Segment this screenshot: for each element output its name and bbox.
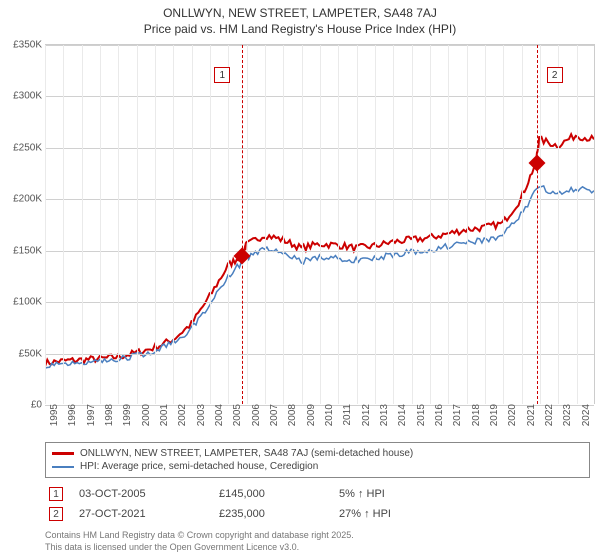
gridline-v [448,45,449,404]
callout-price: £235,000 [215,504,335,524]
gridline-v [265,45,266,404]
marker-label-2: 2 [547,67,563,83]
x-axis-label: 2016 [430,404,445,436]
y-axis-label: £300K [0,91,42,102]
x-axis-label: 1995 [45,404,60,436]
callout-price: £145,000 [215,484,335,504]
gridline-v [302,45,303,404]
legend-swatch [52,466,74,468]
y-axis-label: £250K [0,142,42,153]
x-axis-label: 2022 [540,404,555,436]
footer-line-1: Contains HM Land Registry data © Crown c… [45,530,590,542]
callout-date: 27-OCT-2021 [75,504,215,524]
legend-label: HPI: Average price, semi-detached house,… [80,461,318,472]
gridline-v [540,45,541,404]
gridline-v [577,45,578,404]
x-axis-label: 2012 [357,404,372,436]
gridline-v [522,45,523,404]
gridline-v [192,45,193,404]
footer-attribution: Contains HM Land Registry data © Crown c… [45,530,590,553]
gridline-v [137,45,138,404]
chart-plot-area: £0£50K£100K£150K£200K£250K£300K£350K1995… [45,44,595,404]
x-axis-label: 2010 [320,404,335,436]
y-axis-label: £50K [0,348,42,359]
callout-num: 1 [49,487,63,501]
gridline-v [412,45,413,404]
callout-delta: 27% ↑ HPI [335,504,590,524]
gridline-v [210,45,211,404]
gridline-v [247,45,248,404]
callout-table: 1 03-OCT-2005£145,0005% ↑ HPI 2 27-OCT-2021… [45,484,590,524]
marker-line-2 [537,45,538,404]
gridline-v [503,45,504,404]
gridline-v [63,45,64,404]
x-axis-label: 2002 [173,404,188,436]
x-axis-label: 2021 [522,404,537,436]
x-axis-label: 2023 [558,404,573,436]
gridline-v [45,45,46,404]
gridline-v [430,45,431,404]
marker-line-1 [242,45,243,404]
gridline-v [485,45,486,404]
x-axis-label: 2006 [247,404,262,436]
x-axis-label: 2015 [412,404,427,436]
gridline-v [357,45,358,404]
x-axis-label: 1996 [63,404,78,436]
gridline-v [320,45,321,404]
x-axis-label: 1999 [118,404,133,436]
y-axis-label: £150K [0,245,42,256]
x-axis-label: 2001 [155,404,170,436]
chart-title-2: Price paid vs. HM Land Registry's House … [0,22,600,36]
x-axis-label: 2004 [210,404,225,436]
x-axis-label: 2003 [192,404,207,436]
legend-box: ONLLWYN, NEW STREET, LAMPETER, SA48 7AJ … [45,442,590,478]
x-axis-label: 2007 [265,404,280,436]
x-axis-label: 2011 [338,404,353,436]
gridline-v [155,45,156,404]
x-axis-label: 2018 [467,404,482,436]
x-axis-label: 1998 [100,404,115,436]
x-axis-label: 2008 [283,404,298,436]
footer-line-2: This data is licensed under the Open Gov… [45,542,590,554]
callout-row: 2 27-OCT-2021£235,00027% ↑ HPI [45,504,590,524]
gridline-v [100,45,101,404]
gridline-v [393,45,394,404]
gridline-v [467,45,468,404]
gridline-v [375,45,376,404]
legend-label: ONLLWYN, NEW STREET, LAMPETER, SA48 7AJ … [80,448,413,459]
gridline-v [82,45,83,404]
callout-date: 03-OCT-2005 [75,484,215,504]
x-axis-label: 2013 [375,404,390,436]
y-axis-label: £200K [0,194,42,205]
x-axis-label: 2024 [577,404,592,436]
callout-delta: 5% ↑ HPI [335,484,590,504]
gridline-v [118,45,119,404]
x-axis-label: 2020 [503,404,518,436]
gridline-v [558,45,559,404]
y-axis-label: £350K [0,40,42,51]
callout-row: 1 03-OCT-2005£145,0005% ↑ HPI [45,484,590,504]
x-axis-label: 1997 [82,404,97,436]
gridline-v [228,45,229,404]
x-axis-label: 2017 [448,404,463,436]
legend-row: ONLLWYN, NEW STREET, LAMPETER, SA48 7AJ … [52,447,583,460]
chart-title-1: ONLLWYN, NEW STREET, LAMPETER, SA48 7AJ [0,6,600,20]
callout-num: 2 [49,507,63,521]
y-axis-label: £0 [0,400,42,411]
gridline-v [338,45,339,404]
x-axis-label: 2014 [393,404,408,436]
x-axis-label: 2000 [137,404,152,436]
legend-row: HPI: Average price, semi-detached house,… [52,460,583,473]
marker-label-1: 1 [214,67,230,83]
y-axis-label: £100K [0,297,42,308]
gridline-v [283,45,284,404]
gridline-v [173,45,174,404]
x-axis-label: 2005 [228,404,243,436]
x-axis-label: 2009 [302,404,317,436]
legend-swatch [52,452,74,455]
x-axis-label: 2019 [485,404,500,436]
